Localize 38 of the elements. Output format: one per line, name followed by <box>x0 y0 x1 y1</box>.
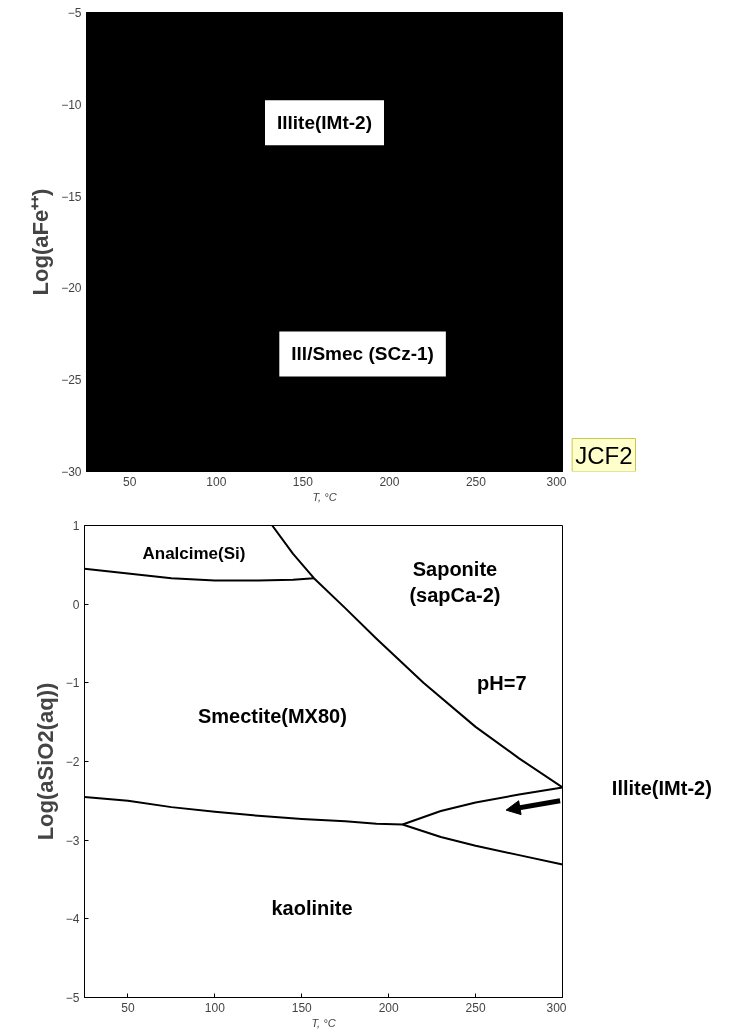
y-tick-label: −30 <box>61 465 82 479</box>
x-tick-label: 100 <box>204 1000 226 1015</box>
annotation: pH=7 <box>477 671 527 694</box>
x-tick-label: 300 <box>546 1000 567 1015</box>
x-tick-label: 150 <box>291 1000 313 1015</box>
y-tick-label: −4 <box>65 912 80 927</box>
annotation: Illite(IMt-2) <box>277 112 372 134</box>
x-tick-label: 250 <box>465 474 487 489</box>
y-axis-title: Log(aSiO2(aq)) <box>32 682 58 841</box>
annotation: Smectite(MX80) <box>197 704 347 727</box>
y-tick-label: 0 <box>72 597 80 612</box>
y-tick-label: −3 <box>65 833 80 848</box>
y-tick-label: −5 <box>67 6 82 20</box>
x-tick-label: 100 <box>206 474 227 489</box>
text: Illite(IMt-2) <box>611 777 712 800</box>
x-tick-label: 200 <box>379 474 400 489</box>
y-tick-label: −15 <box>61 189 82 204</box>
annotation: Saponite (sapCa-2) <box>409 557 501 607</box>
x-tick-label: 250 <box>465 1000 486 1015</box>
x-tick-label: 200 <box>378 1000 400 1015</box>
x-tick-label: 50 <box>121 1000 135 1015</box>
x-tick-label: 150 <box>292 474 314 489</box>
annotation: Ill/Smec (SCz-1) <box>291 343 434 365</box>
y-tick-label: −20 <box>61 281 82 296</box>
x-tick-label: 50 <box>123 474 137 489</box>
annotation: Analcime(Si) <box>142 544 246 564</box>
y-axis-title: Log(aFe⁺⁺) <box>28 188 54 296</box>
y-tick-label: −5 <box>65 991 80 1005</box>
annotation: kaolinite <box>271 896 353 919</box>
text: JCF2 <box>575 441 633 469</box>
y-tick-label: −2 <box>65 755 80 769</box>
x-axis-title: T, °C <box>312 490 337 503</box>
y-tick-label: −25 <box>61 373 82 388</box>
x-tick-label: 300 <box>546 474 567 489</box>
y-tick-label: −1 <box>65 676 80 691</box>
x-axis-title: T, °C <box>311 1016 336 1029</box>
y-tick-label: 1 <box>72 519 80 533</box>
y-tick-label: −10 <box>61 97 82 112</box>
